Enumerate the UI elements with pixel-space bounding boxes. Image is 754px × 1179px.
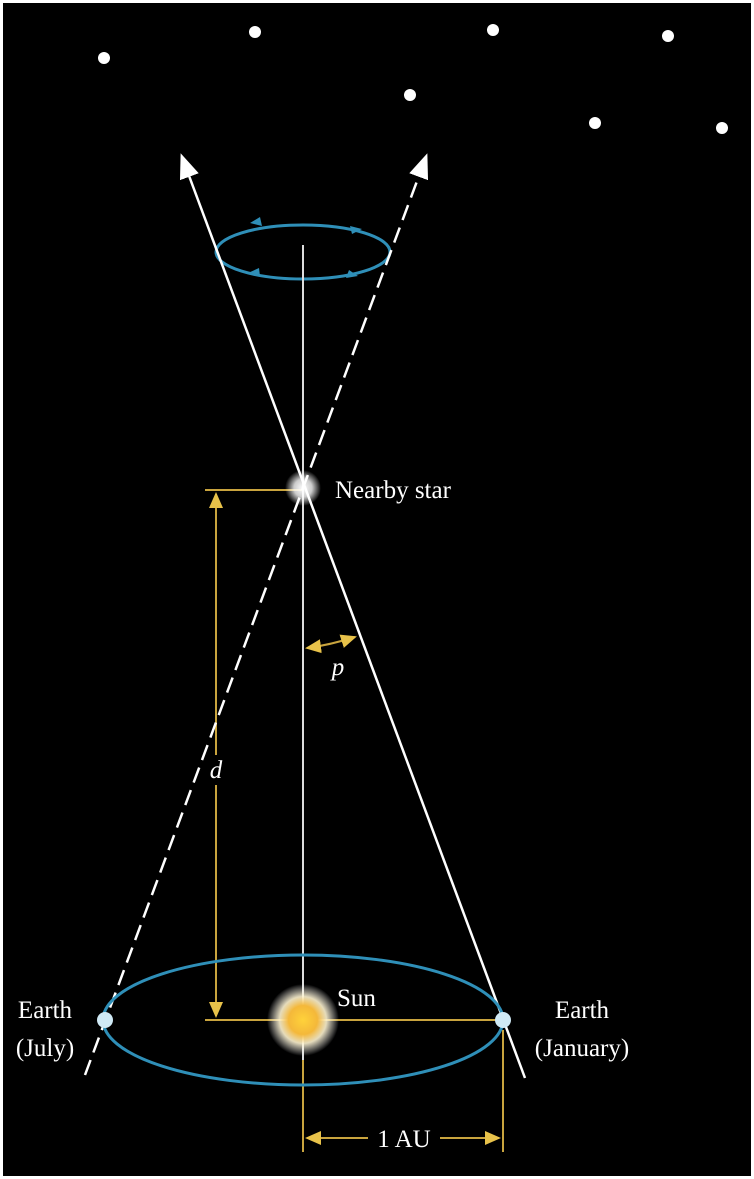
january-sightline — [179, 153, 527, 1079]
earth-january-label: (January) — [535, 1035, 629, 1062]
angle-label: p — [330, 654, 345, 681]
star-label: Nearby star — [335, 477, 452, 504]
background — [3, 3, 751, 1176]
au-label: 1 AU — [377, 1126, 430, 1153]
earth-july — [97, 1012, 113, 1028]
sun — [267, 984, 339, 1056]
earth-july-label: Earth — [18, 997, 73, 1024]
distance-label: d — [210, 757, 223, 784]
earth-january-label: Earth — [555, 997, 610, 1024]
background-stars — [98, 24, 728, 134]
earth-july-label: (July) — [16, 1035, 74, 1062]
earth-january — [495, 1012, 511, 1028]
july-sightline — [83, 153, 429, 1076]
sun-label: Sun — [337, 985, 376, 1012]
nearby-star — [285, 470, 321, 506]
motion-arrows — [248, 217, 362, 278]
